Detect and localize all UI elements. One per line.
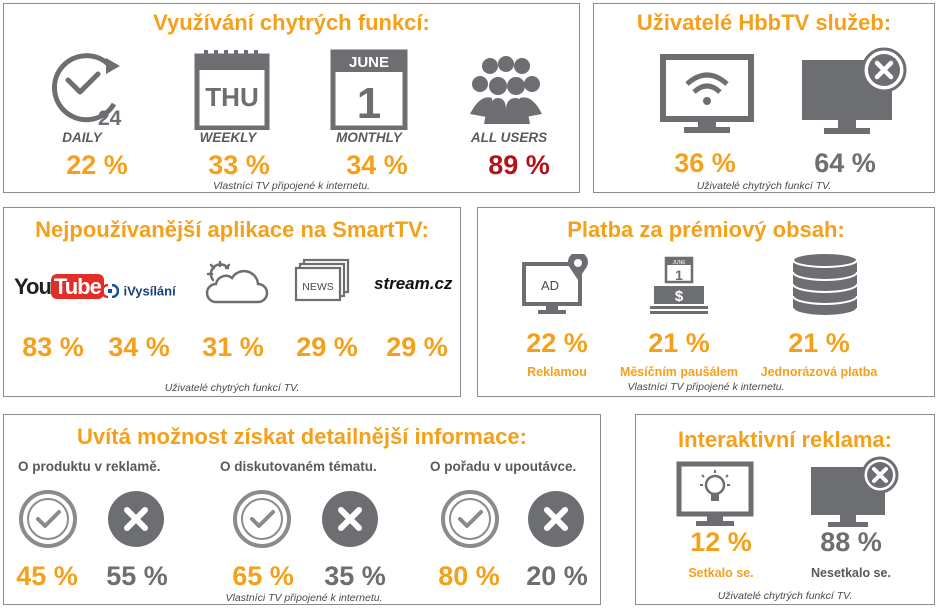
ad-monitor-text: AD	[541, 278, 559, 293]
check-circle-icon	[441, 490, 499, 548]
hbbtv-yes-value: 36 %	[674, 148, 736, 178]
panel-footnote: Vlastníci TV připojené k internetu.	[627, 381, 785, 393]
ad-monitor-icon: AD	[522, 254, 588, 314]
clock-24-icon: 24	[51, 53, 122, 130]
encountered-label: Setkalo se.	[688, 566, 754, 580]
ad-value: 22 %	[526, 328, 588, 358]
calendar-money-month: JUNE	[672, 260, 686, 266]
premium-payment-panel: Platba za prémiový obsah: AD JUNE 1 $	[477, 207, 935, 397]
program-yes-value: 80 %	[438, 561, 500, 591]
check-circle-icon	[233, 490, 291, 548]
tv-wifi-icon	[660, 54, 754, 133]
topic-no-value: 35 %	[324, 561, 386, 591]
youtube-logo-tube: Tube	[50, 274, 104, 299]
topic-yes-value: 65 %	[232, 561, 294, 591]
ivysilani-value: 34 %	[108, 332, 170, 362]
calendar-money-icon: JUNE 1 $	[650, 256, 708, 314]
stream-cz-logo: stream.cz	[374, 274, 453, 293]
check-circle-icon	[19, 490, 77, 548]
not-encountered-value: 88 %	[820, 527, 882, 557]
panel-title: Uvítá možnost získat detailnější informa…	[77, 424, 527, 449]
one-time-label: Jednorázová platba	[760, 365, 878, 379]
weather-value: 31 %	[202, 332, 264, 362]
ivysilani-logo: iVysílání	[100, 282, 176, 300]
all-users-value: 89 %	[488, 150, 550, 180]
ivysilani-logo-text: iVysílání	[123, 283, 176, 299]
cross-circle-icon	[528, 491, 584, 547]
cross-circle-icon	[322, 491, 378, 547]
product-no-value: 55 %	[106, 561, 168, 591]
all-users-label: ALL USERS	[470, 130, 548, 145]
monthly-fee-label: Měsíčním paušálem	[619, 365, 739, 379]
not-encountered-label: Nesetkalo se.	[811, 566, 891, 580]
news-icon-text: NEWS	[302, 281, 334, 293]
question-product: O produktu v reklamě.	[18, 459, 161, 474]
monthly-label: MONTHLY	[336, 130, 402, 145]
coin-stack-icon	[792, 252, 858, 317]
weekly-label: WEEKLY	[199, 130, 257, 145]
stream-value: 29 %	[386, 332, 448, 362]
youtube-logo-you: You	[14, 274, 52, 299]
calendar-month-text: JUNE	[349, 54, 389, 71]
ad-label: Reklamou	[527, 365, 587, 379]
panel-title: Interaktivní reklama:	[678, 427, 892, 452]
ct-logo-icon	[100, 283, 120, 299]
weather-cloud-icon	[205, 260, 269, 304]
panel-footnote: Uživatelé chytrých funkcí TV.	[164, 382, 300, 394]
encountered-value: 12 %	[690, 527, 752, 557]
panel-footnote: Uživatelé chytrých funkcí TV.	[696, 180, 832, 192]
cross-circle-icon	[108, 491, 164, 547]
news-value: 29 %	[296, 332, 358, 362]
hbbtv-no-value: 64 %	[814, 148, 876, 178]
product-yes-value: 45 %	[16, 561, 78, 591]
calendar-june-icon: JUNE 1	[330, 49, 408, 130]
hbbtv-panel: Uživatelé HbbTV služeb: 36 % 64 % Uživat…	[593, 3, 935, 193]
smart-usage-panel: Využívání chytrých funkcí: 24 DAILY 22 %…	[3, 3, 580, 193]
panel-footnote: Vlastníci TV připojené k internetu.	[213, 180, 370, 192]
daily-label: DAILY	[62, 130, 102, 145]
youtube-value: 83 %	[22, 332, 84, 362]
daily-value: 22 %	[66, 150, 128, 180]
detailed-info-panel: Uvítá možnost získat detailnější informa…	[3, 414, 601, 605]
clock-icon-label: 24	[98, 107, 122, 130]
panel-title: Uživatelé HbbTV služeb:	[636, 10, 892, 35]
question-topic: O diskutovaném tématu.	[220, 459, 377, 474]
calendar-money-date: 1	[675, 267, 683, 283]
tv-bulb-icon	[676, 461, 754, 526]
question-program: O pořadu v upoutávce.	[430, 459, 577, 474]
program-no-value: 20 %	[526, 561, 588, 591]
tv-disabled-icon	[811, 456, 899, 527]
panel-footnote: Uživatelé chytrých funkcí TV.	[717, 590, 853, 602]
monthly-fee-value: 21 %	[648, 328, 710, 358]
one-time-value: 21 %	[788, 328, 850, 358]
panel-title: Využívání chytrých funkcí:	[153, 10, 430, 35]
tv-disabled-icon	[802, 47, 907, 134]
youtube-logo: You Tube	[14, 274, 104, 300]
weekly-value: 33 %	[208, 150, 270, 180]
calendar-date-text: 1	[357, 79, 381, 128]
monthly-value: 34 %	[346, 150, 408, 180]
calendar-day-text: THU	[205, 82, 258, 112]
smarttv-apps-panel: Nejpoužívanější aplikace na SmartTV: You…	[3, 207, 461, 397]
calendar-thu-icon: THU	[194, 50, 270, 130]
users-group-icon	[470, 56, 542, 124]
interactive-ad-panel: Interaktivní reklama: 12 % 88 % Setkalo …	[635, 414, 935, 605]
panel-title: Platba za prémiový obsah:	[567, 217, 845, 242]
panel-footnote: Vlastníci TV připojené k internetu.	[225, 592, 383, 604]
news-icon: NEWS	[294, 258, 350, 302]
panel-title: Nejpoužívanější aplikace na SmartTV:	[35, 217, 429, 242]
svg-text:$: $	[675, 288, 684, 305]
